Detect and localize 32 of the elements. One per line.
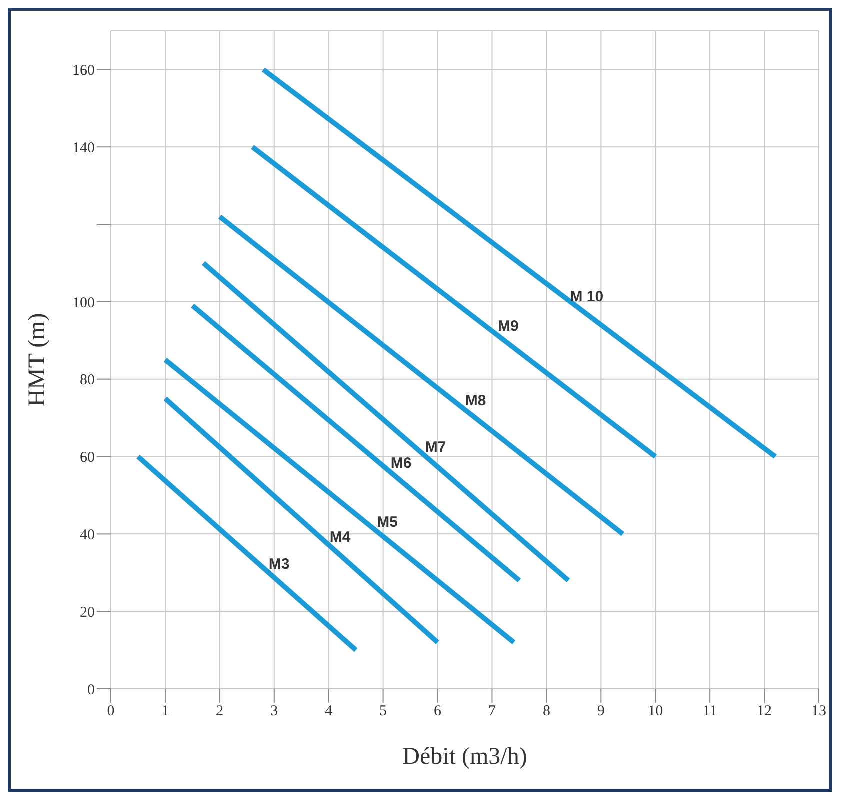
x-tick-label: 4 <box>325 704 334 720</box>
series-label: M 10 <box>570 288 604 306</box>
series-label: M5 <box>377 514 398 532</box>
y-tick-label: 160 <box>72 63 95 80</box>
x-tick-label: 12 <box>757 704 772 720</box>
series-label: M9 <box>498 318 519 336</box>
y-tick-label: 60 <box>80 450 95 466</box>
series-label: M7 <box>425 439 446 456</box>
x-tick-label: 5 <box>380 704 388 720</box>
y-tick-label: 20 <box>80 604 95 621</box>
x-axis-title: Débit (m3/h) <box>402 744 528 770</box>
y-tick-label: 40 <box>80 528 95 544</box>
x-tick-label: 10 <box>648 704 664 720</box>
x-tick-label: 3 <box>270 704 278 720</box>
x-tick-label: 11 <box>702 704 718 720</box>
series-label: M3 <box>268 556 290 573</box>
x-tick-label: 7 <box>488 704 496 720</box>
y-tick-label: 140 <box>72 140 95 156</box>
series-label: M6 <box>390 455 412 472</box>
y-tick-label: 100 <box>72 295 95 312</box>
y-tick-label: 0 <box>88 682 95 698</box>
y-axis-title: HMT (m) <box>24 313 51 407</box>
x-tick-label: 8 <box>542 704 550 720</box>
series-label: M4 <box>330 528 352 546</box>
x-tick-label: 1 <box>162 704 170 720</box>
x-tick-label: 9 <box>597 704 605 720</box>
y-tick-label: 80 <box>80 372 95 389</box>
series-label: M8 <box>465 392 486 410</box>
x-tick-label: 2 <box>216 704 224 720</box>
x-tick-label: 6 <box>434 704 442 720</box>
x-tick-label: 0 <box>107 704 115 720</box>
x-tick-label: 13 <box>812 704 826 720</box>
